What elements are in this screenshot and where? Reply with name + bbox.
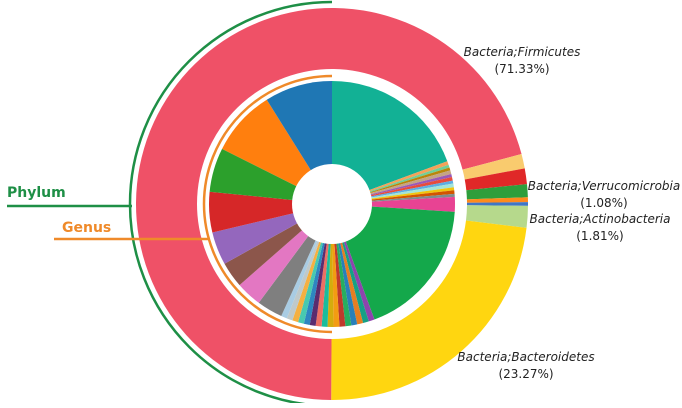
phylum-slice-7 (331, 220, 527, 401)
genus-bracket-label: Genus (62, 220, 111, 236)
phylum-slice-1 (462, 154, 525, 180)
label-verrucomicrobia-name: Bacteria;Verrucomicrobia (528, 179, 680, 193)
phylum-bracket-arc (128, 0, 333, 408)
inner-ring-genus (208, 81, 455, 327)
center-hole (292, 164, 372, 244)
genus-slice-13 (332, 204, 455, 320)
genus-slice-0 (332, 81, 448, 204)
genus-slice-12 (332, 196, 455, 212)
phylum-slice-6 (465, 205, 528, 228)
label-firmicutes-percent: (71.33%) (494, 62, 549, 76)
outer-ring-phylum (136, 7, 528, 401)
phylum-slice-0 (136, 7, 522, 400)
phylum-bracket-label: Phylum (7, 185, 66, 201)
label-bacteroidetes-name: Bacteria;Bacteroidetes (457, 350, 594, 364)
label-verrucomicrobia-percent: (1.08%) (580, 196, 627, 210)
genus-bracket-arc (202, 74, 333, 334)
phylum-slice-3 (466, 184, 528, 200)
label-firmicutes-name: Bacteria;Firmicutes (464, 45, 581, 59)
phylum-slice-4 (466, 197, 528, 203)
phylum-slice-2 (464, 168, 527, 191)
label-actinobacteria-percent: (1.81%) (576, 229, 623, 243)
label-actinobacteria-name: Bacteria;Actinobacteria (529, 212, 670, 226)
label-bacteroidetes-percent: (23.27%) (498, 367, 553, 381)
phylum-slice-5 (466, 202, 528, 206)
